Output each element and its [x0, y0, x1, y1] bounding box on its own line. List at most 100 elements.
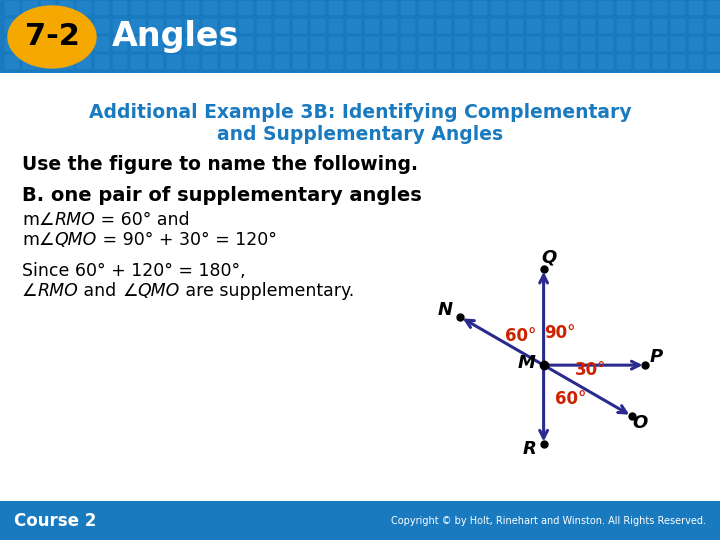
Bar: [329, 37, 342, 50]
Bar: [329, 55, 342, 68]
Bar: [239, 19, 252, 32]
Bar: [221, 55, 234, 68]
Text: ∠: ∠: [39, 231, 55, 249]
Bar: [437, 37, 450, 50]
Bar: [41, 37, 54, 50]
Bar: [347, 37, 360, 50]
Text: M: M: [518, 354, 536, 372]
Bar: [563, 19, 576, 32]
Bar: [599, 55, 612, 68]
Text: P: P: [650, 348, 663, 366]
Bar: [689, 37, 702, 50]
Bar: [635, 19, 648, 32]
Bar: [77, 1, 90, 14]
Bar: [167, 55, 180, 68]
Bar: [527, 19, 540, 32]
Text: are supplementary.: are supplementary.: [180, 282, 354, 300]
Text: 60°: 60°: [505, 327, 536, 345]
Bar: [41, 55, 54, 68]
Ellipse shape: [8, 6, 96, 68]
Bar: [563, 55, 576, 68]
Bar: [113, 19, 126, 32]
Bar: [617, 1, 630, 14]
Bar: [455, 1, 468, 14]
Bar: [437, 1, 450, 14]
Bar: [203, 55, 216, 68]
Bar: [383, 55, 396, 68]
Bar: [473, 37, 486, 50]
Bar: [401, 19, 414, 32]
Bar: [149, 19, 162, 32]
Text: Copyright © by Holt, Rinehart and Winston. All Rights Reserved.: Copyright © by Holt, Rinehart and Winsto…: [391, 516, 706, 526]
Bar: [5, 1, 18, 14]
Bar: [581, 55, 594, 68]
Bar: [473, 55, 486, 68]
Bar: [419, 55, 432, 68]
Text: 7-2: 7-2: [24, 23, 79, 51]
Bar: [5, 55, 18, 68]
Bar: [167, 37, 180, 50]
Bar: [221, 37, 234, 50]
Bar: [311, 55, 324, 68]
Bar: [239, 55, 252, 68]
Bar: [185, 55, 198, 68]
Bar: [671, 37, 684, 50]
Bar: [581, 1, 594, 14]
Bar: [131, 55, 144, 68]
Text: Since 60° + 120° = 180°,: Since 60° + 120° = 180°,: [22, 262, 246, 280]
Bar: [635, 37, 648, 50]
Bar: [167, 19, 180, 32]
Bar: [653, 55, 666, 68]
Text: O: O: [632, 414, 647, 432]
Bar: [293, 55, 306, 68]
Bar: [149, 37, 162, 50]
Bar: [473, 19, 486, 32]
Bar: [275, 37, 288, 50]
Bar: [509, 37, 522, 50]
Bar: [311, 19, 324, 32]
Bar: [131, 37, 144, 50]
Bar: [347, 19, 360, 32]
Bar: [77, 55, 90, 68]
Bar: [275, 55, 288, 68]
Text: Course 2: Course 2: [14, 512, 96, 530]
Bar: [221, 1, 234, 14]
Bar: [707, 1, 720, 14]
Text: 90°: 90°: [544, 325, 575, 342]
Text: N: N: [438, 301, 453, 319]
Bar: [563, 1, 576, 14]
Bar: [365, 19, 378, 32]
Bar: [617, 55, 630, 68]
Bar: [185, 37, 198, 50]
Bar: [347, 55, 360, 68]
Bar: [527, 55, 540, 68]
Bar: [671, 55, 684, 68]
Bar: [527, 37, 540, 50]
Bar: [59, 19, 72, 32]
Bar: [599, 1, 612, 14]
Bar: [113, 55, 126, 68]
Bar: [293, 1, 306, 14]
Bar: [131, 19, 144, 32]
Text: B. one pair of supplementary angles: B. one pair of supplementary angles: [22, 186, 422, 205]
Bar: [383, 37, 396, 50]
Bar: [527, 1, 540, 14]
Bar: [347, 1, 360, 14]
Bar: [653, 19, 666, 32]
Bar: [707, 55, 720, 68]
Text: m: m: [22, 231, 39, 249]
Bar: [545, 37, 558, 50]
Bar: [311, 1, 324, 14]
Bar: [365, 37, 378, 50]
Bar: [95, 37, 108, 50]
Text: and Supplementary Angles: and Supplementary Angles: [217, 125, 503, 144]
Bar: [509, 1, 522, 14]
Bar: [149, 1, 162, 14]
Bar: [545, 1, 558, 14]
Bar: [491, 37, 504, 50]
Bar: [5, 37, 18, 50]
Bar: [437, 19, 450, 32]
Bar: [617, 37, 630, 50]
Text: R: R: [523, 440, 537, 458]
Bar: [203, 1, 216, 14]
